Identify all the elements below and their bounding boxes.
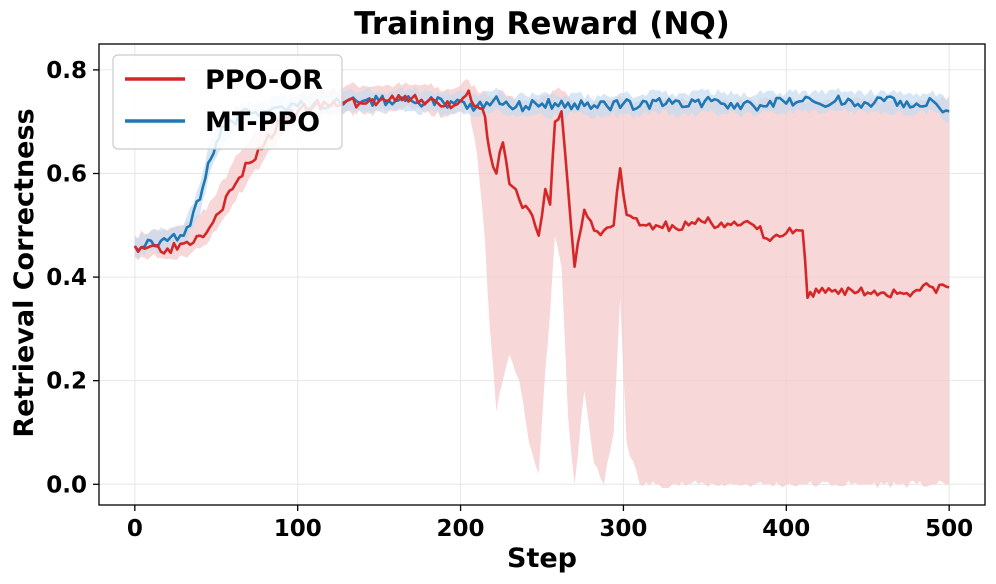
x-axis-ticks: 0 100 200 300 400 500 xyxy=(127,505,973,542)
x-axis-label: Step xyxy=(507,543,577,574)
legend: PPO-OR MT-PPO xyxy=(112,54,343,150)
y-tick-label: 0.6 xyxy=(46,161,87,187)
y-tick-label: 0.8 xyxy=(46,58,87,84)
plot-frame xyxy=(98,43,986,506)
x-tick-label: 300 xyxy=(599,516,647,542)
y-tick-label: 0.0 xyxy=(46,472,87,498)
legend-label-mt-ppo: MT-PPO xyxy=(205,107,320,138)
y-tick-label: 0.4 xyxy=(46,265,87,291)
y-tick-label: 0.2 xyxy=(46,369,87,395)
legend-label-ppo-or: PPO-OR xyxy=(205,65,323,96)
y-axis-label: Retrieval Correctness xyxy=(9,108,40,437)
band-ppo-or xyxy=(134,79,950,489)
x-tick-label: 100 xyxy=(274,516,322,542)
chart-title: Training Reward (NQ) xyxy=(354,6,730,42)
x-tick-label: 500 xyxy=(925,516,973,542)
x-tick-label: 0 xyxy=(127,516,143,542)
x-tick-label: 400 xyxy=(762,516,810,542)
x-tick-label: 200 xyxy=(437,516,485,542)
y-axis-ticks: 0.0 0.2 0.4 0.6 0.8 xyxy=(46,58,99,498)
